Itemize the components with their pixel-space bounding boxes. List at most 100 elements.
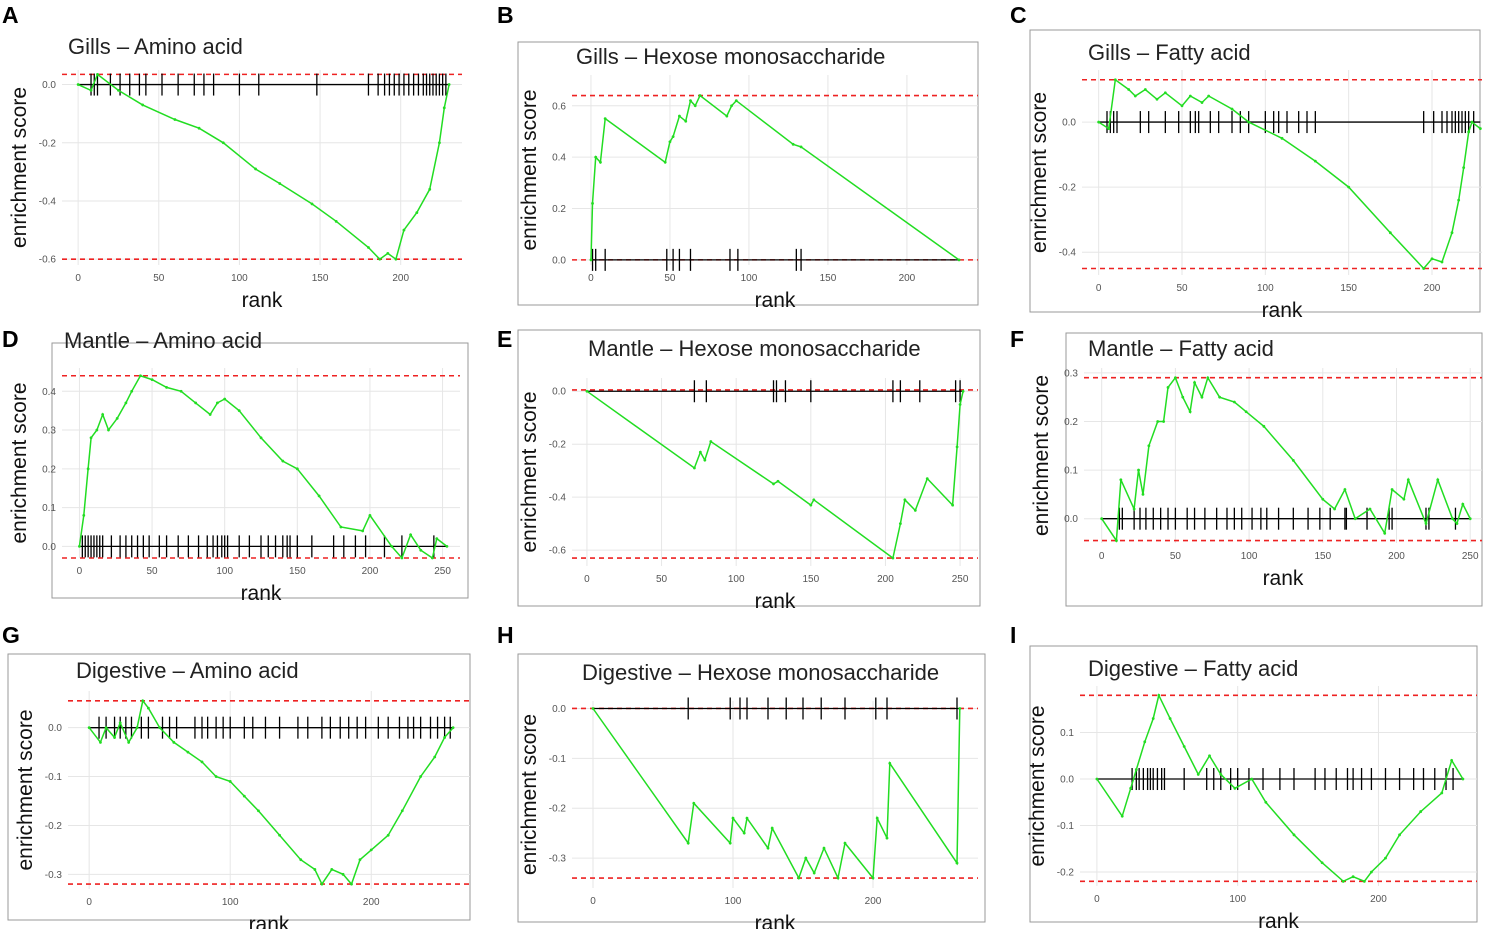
curve-point [1440,260,1444,264]
panel-letter: H [497,622,514,648]
y-tick-label: 0.4 [42,387,56,398]
curve-point [1113,78,1117,82]
curve-point [589,258,593,262]
y-tick-label: 0.0 [552,704,566,715]
y-tick-label: -0.1 [1057,821,1075,832]
x-axis-label: rank [755,590,796,613]
curve-point [591,201,594,205]
curve-point [200,760,204,764]
curve-point [368,513,372,517]
x-tick-label: 100 [741,273,758,284]
curve-point [1353,517,1357,521]
curve-point [772,482,775,486]
curve-point [1455,522,1459,525]
curve-point [1095,777,1099,781]
curve-point [766,846,770,850]
curve-point [433,755,437,759]
chart-I: 0 100 200 0.1 0.0 -0.1 -0.2 Digestive – Fatty a… [1026,645,1478,929]
curve-point [951,503,955,507]
curve-point [1100,517,1104,521]
curve-point [99,740,102,744]
curve-point [958,403,962,406]
x-tick-label: 50 [656,574,668,585]
curve-point [1132,507,1136,511]
curve-point [836,876,840,880]
y-tick-label: 0.2 [42,464,56,475]
curve-point [1163,91,1167,95]
curve-point [1451,517,1454,521]
curve-point [186,750,190,754]
y-axis-label: enrichment score [1026,705,1049,866]
curve-point [127,740,131,744]
curve-point [1207,94,1211,98]
curve-point [693,104,697,108]
curve-point [875,816,879,820]
curve-point [1247,120,1251,124]
curve-point [1424,522,1428,525]
curve-point [1120,814,1124,818]
curve-point [221,141,225,145]
curve-point [1457,198,1461,202]
curve-point [698,450,702,454]
x-tick-label: 150 [1314,551,1331,562]
x-tick-label: 100 [231,273,248,284]
curve-point [386,251,390,255]
y-tick-label: 0.2 [552,204,566,215]
curve-point [1147,444,1151,448]
curve-point [1193,381,1196,384]
x-tick-label: 250 [434,566,451,577]
curve-point [709,440,713,443]
panel-letter: E [497,326,513,352]
curve-point [678,114,681,118]
panel-letter: C [1010,2,1027,28]
curve-point [1384,856,1387,860]
curve-point [913,508,917,512]
y-tick-label: 0.0 [1064,514,1078,525]
enrichment-curve [590,94,960,261]
chart-title: Gills – Amino acid [68,34,243,59]
curve-point [107,428,110,432]
curve-point [104,726,108,730]
x-tick-label: 100 [1241,551,1258,562]
curve-point [320,882,324,886]
chart-E: 0 50 100 150 200 250 0.0 -0.2 -0.4 -0.6 Mantle – H… [517,329,981,613]
curve-point [791,142,795,146]
x-tick-label: 0 [86,897,92,908]
curve-point [82,513,86,517]
curve-point [216,401,219,405]
curve-point [703,458,707,462]
curve-point [1406,478,1410,482]
curve-point [259,436,263,440]
y-tick-label: 0.0 [1062,118,1076,129]
x-tick-label: 0 [590,896,596,907]
curve-point [1422,267,1426,270]
x-tick-label: 100 [725,896,742,907]
curve-point [361,529,365,533]
y-tick-label: -0.1 [45,772,63,783]
curve-point [451,726,455,730]
chart-H: 0 100 200 0.0 -0.1 -0.2 -0.3 Digestive – Hexose… [517,653,986,929]
curve-point [686,841,690,845]
x-tick-label: 150 [820,273,837,284]
curve-point [1143,88,1147,91]
x-tick-label: 200 [362,566,379,577]
curve-point [1436,478,1440,482]
curve-point [799,145,803,149]
enrichment-curve [592,708,961,881]
curve-point [1230,107,1234,111]
y-axis-label: enrichment score [1030,375,1053,536]
curve-point [400,809,404,813]
x-axis-label: rank [1263,567,1304,590]
enrichment-curve [78,374,448,560]
curve-point [1468,517,1472,521]
curve-point [594,155,598,159]
curve-point [1347,185,1351,189]
curve-point [898,522,902,526]
y-tick-label: -0.1 [549,754,567,765]
x-tick-label: 0 [1096,283,1102,294]
enrichment-curve [1101,375,1471,543]
curve-point [585,389,589,393]
curve-point [179,389,183,393]
enrichment-curve [88,699,454,886]
chart-title: Digestive – Amino acid [76,658,299,683]
